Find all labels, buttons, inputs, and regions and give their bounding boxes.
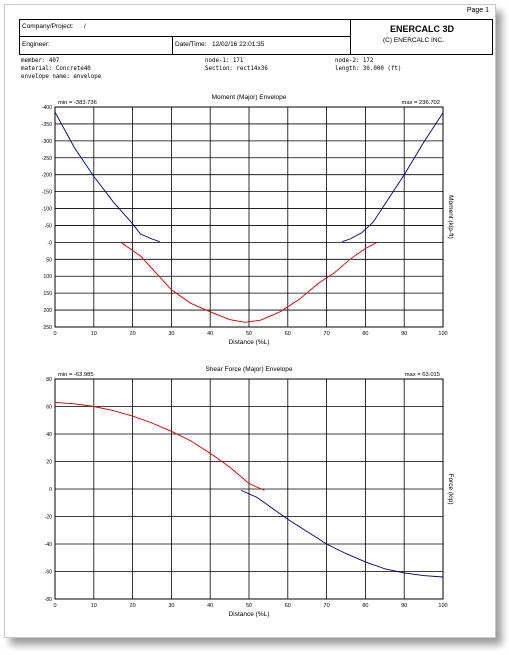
y-tick-label: -50 <box>45 223 53 229</box>
envelope-info: envelope name: envelope <box>21 74 102 80</box>
x-tick-label: 100 <box>438 603 447 609</box>
y-tick-label: -350 <box>42 122 52 128</box>
company-project-value: / <box>84 23 86 30</box>
x-tick-label: 70 <box>324 603 330 609</box>
x-tick-label: 20 <box>130 331 136 337</box>
y-axis-label: Moment (kip-ft) <box>447 195 454 239</box>
header-brand-divider <box>350 20 351 54</box>
chart-min-label: min = -63.985 <box>58 372 94 378</box>
y-tick-label: -20 <box>45 515 53 521</box>
y-tick-label: -250 <box>42 156 52 162</box>
x-tick-label: 100 <box>438 331 447 337</box>
x-axis-label: Distance (%L) <box>229 611 270 618</box>
y-tick-label: 250 <box>43 325 52 331</box>
y-tick-label: -300 <box>42 139 52 145</box>
series-line <box>120 242 378 323</box>
series-line <box>54 111 160 243</box>
chart-max-label: max = 236.702 <box>401 100 440 106</box>
x-tick-label: 40 <box>207 603 213 609</box>
x-tick-label: 80 <box>362 603 368 609</box>
x-tick-label: 30 <box>168 331 174 337</box>
header-datetime-divider <box>172 37 173 54</box>
x-tick-label: 40 <box>207 331 213 337</box>
page-number: Page 1 <box>466 7 489 14</box>
y-tick-label: 40 <box>46 432 52 438</box>
y-tick-label: -0 <box>47 240 52 246</box>
company-project-label: Company/Project: <box>22 23 74 30</box>
y-axis-label: Force (kip) <box>447 473 454 504</box>
x-tick-label: 50 <box>246 603 252 609</box>
y-tick-label: 200 <box>43 308 52 314</box>
x-tick-label: 50 <box>246 331 252 337</box>
report-header: Company/Project: / Engineer: Date/Time: … <box>19 19 493 55</box>
chart-title: Moment (Major) Envelope <box>212 94 287 101</box>
y-tick-label: -200 <box>42 173 52 179</box>
material-info: material: Concrete40 <box>21 66 91 72</box>
x-tick-label: 20 <box>130 603 136 609</box>
y-tick-label: 50 <box>46 257 52 263</box>
x-tick-label: 60 <box>285 603 291 609</box>
y-tick-label: -60 <box>45 570 53 576</box>
datetime-label: Date/Time: <box>175 41 207 48</box>
y-tick-label: 60 <box>46 405 52 411</box>
x-tick-label: 10 <box>91 603 97 609</box>
x-tick-label: 0 <box>53 603 56 609</box>
datetime-value: 12/02/16 22:01:35 <box>212 41 265 48</box>
x-tick-label: 90 <box>401 331 407 337</box>
chart-max-label: max = 63.015 <box>405 372 440 378</box>
y-tick-label: 100 <box>43 274 52 280</box>
y-tick-label: 80 <box>46 377 52 383</box>
x-tick-label: 10 <box>91 331 97 337</box>
x-tick-label: 0 <box>53 331 56 337</box>
series-line <box>54 401 265 491</box>
x-tick-label: 70 <box>324 331 330 337</box>
member-info: member: 407 <box>21 58 60 64</box>
y-tick-label: 20 <box>46 460 52 466</box>
x-tick-label: 60 <box>285 331 291 337</box>
y-tick-label: 0 <box>49 487 52 493</box>
moment-envelope-chart: 0 10 20 30 40 50 60 70 80 90 100 -400 -350 -300 -250 -2… <box>42 94 454 346</box>
y-tick-label: 150 <box>43 291 52 297</box>
node1-info: node-1: 171 <box>205 58 244 64</box>
copyright: (C) ENERCALC INC. <box>383 37 445 44</box>
chart-title: Shear Force (Major) Envelope <box>205 366 292 373</box>
section-info: Section: rect14x36 <box>205 66 268 72</box>
x-tick-label: 80 <box>362 331 368 337</box>
y-tick-label: -400 <box>42 105 52 111</box>
y-tick-label: -40 <box>45 542 53 548</box>
x-axis-label: Distance (%L) <box>229 339 270 346</box>
engineer-label: Engineer: <box>22 41 50 48</box>
length-info: length: 30.000 (ft) <box>335 66 402 72</box>
header-divider <box>20 36 350 37</box>
x-tick-label: 30 <box>168 603 174 609</box>
brand-name: ENERCALC 3D <box>390 24 455 34</box>
y-tick-label: -80 <box>45 597 53 603</box>
shear-force-envelope-chart: 0 10 20 30 40 50 60 70 80 90 100 -80 -60 -40 -20 0 20 40 6… <box>45 366 455 618</box>
chart-min-label: min = -383.736 <box>58 100 97 106</box>
y-tick-label: -100 <box>42 207 52 213</box>
y-tick-label: -150 <box>42 190 52 196</box>
series-line <box>341 112 444 243</box>
series-line <box>241 489 444 578</box>
x-tick-label: 90 <box>401 603 407 609</box>
node2-info: node-2: 172 <box>335 58 374 64</box>
